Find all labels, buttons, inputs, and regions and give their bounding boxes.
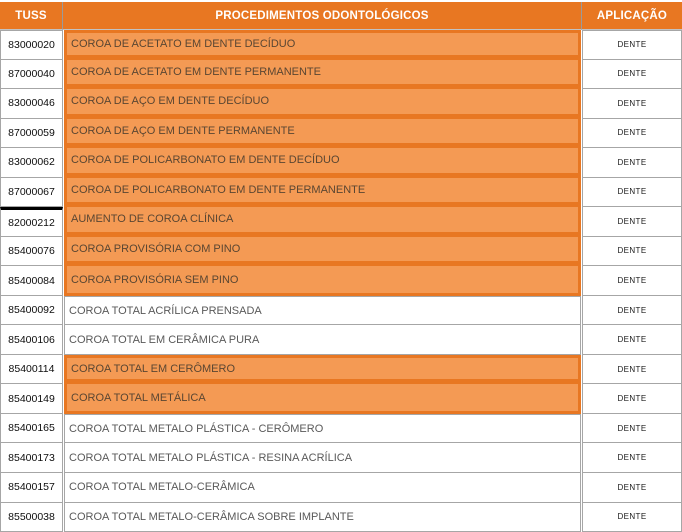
aplicacao-cell: DENTE: [582, 30, 682, 60]
procedure-cell: COROA TOTAL METALO-CERÂMICA SOBRE IMPLAN…: [64, 502, 581, 532]
aplicacao-cell: DENTE: [582, 59, 682, 90]
procedure-cell: AUMENTO DE COROA CLÍNICA: [64, 207, 581, 237]
procedure-cell: COROA TOTAL EM CERÔMERO: [64, 354, 581, 385]
procedure-cell: COROA TOTAL METALO-CERÂMICA: [64, 472, 581, 503]
column-header-tuss: TUSS: [0, 2, 63, 30]
tuss-code-cell: 83000020: [0, 30, 63, 60]
procedure-cell: COROA DE ACETATO EM DENTE DECÍDUO: [64, 30, 581, 60]
aplicacao-cell: DENTE: [582, 236, 682, 267]
tuss-code-cell: 82000212: [0, 207, 63, 237]
table-row: 85400173 COROA TOTAL METALO PLÁSTICA - R…: [0, 443, 682, 473]
procedure-cell: COROA DE AÇO EM DENTE PERMANENTE: [64, 118, 581, 149]
tuss-code-cell: 87000059: [0, 118, 63, 149]
table-row: 87000040 COROA DE ACETATO EM DENTE PERMA…: [0, 59, 682, 90]
procedure-cell: COROA DE POLICARBONATO EM DENTE PERMANEN…: [64, 177, 581, 208]
procedure-cell: COROA TOTAL METÁLICA: [64, 384, 581, 414]
table-row: 85400106 COROA TOTAL EM CERÂMICA PURA DE…: [0, 325, 682, 355]
tuss-code-cell: 85400114: [0, 354, 63, 385]
tuss-code-cell: 85400165: [0, 413, 63, 444]
tuss-code-cell: 87000067: [0, 177, 63, 208]
tuss-code-cell: 87000040: [0, 59, 63, 90]
procedure-cell: COROA TOTAL EM CERÂMICA PURA: [64, 325, 581, 355]
aplicacao-cell: DENTE: [582, 502, 682, 532]
aplicacao-cell: DENTE: [582, 89, 682, 119]
tuss-code-cell: 85400106: [0, 325, 63, 355]
procedure-cell: COROA DE AÇO EM DENTE DECÍDUO: [64, 89, 581, 119]
procedure-cell: COROA TOTAL METALO PLÁSTICA - CERÔMERO: [64, 413, 581, 444]
procedure-cell: COROA TOTAL METALO PLÁSTICA - RESINA ACR…: [64, 443, 581, 473]
tuss-code-cell: 83000046: [0, 89, 63, 119]
table-header-row: TUSS PROCEDIMENTOS ODONTOLÓGICOS APLICAÇ…: [0, 2, 682, 30]
table-row: 87000067 COROA DE POLICARBONATO EM DENTE…: [0, 177, 682, 208]
table-row: 85400165 COROA TOTAL METALO PLÁSTICA - C…: [0, 413, 682, 444]
table-row: 87000059 COROA DE AÇO EM DENTE PERMANENT…: [0, 118, 682, 149]
table-row: 85400149 COROA TOTAL METÁLICA DENTE: [0, 384, 682, 414]
aplicacao-cell: DENTE: [582, 118, 682, 149]
procedure-cell: COROA DE POLICARBONATO EM DENTE DECÍDUO: [64, 148, 581, 178]
procedure-cell: COROA DE ACETATO EM DENTE PERMANENTE: [64, 59, 581, 90]
table-row: 83000046 COROA DE AÇO EM DENTE DECÍDUO D…: [0, 89, 682, 119]
table-row: 85400092 COROA TOTAL ACRÍLICA PRENSADA D…: [0, 295, 682, 326]
tuss-code-cell: 85400149: [0, 384, 63, 414]
procedure-cell: COROA PROVISÓRIA COM PINO: [64, 236, 581, 267]
table-row: 83000062 COROA DE POLICARBONATO EM DENTE…: [0, 148, 682, 178]
procedure-cell: COROA TOTAL ACRÍLICA PRENSADA: [64, 295, 581, 326]
aplicacao-cell: DENTE: [582, 472, 682, 503]
column-header-aplicacao: APLICAÇÃO: [582, 2, 682, 30]
table-row: 83000020 COROA DE ACETATO EM DENTE DECÍD…: [0, 30, 682, 60]
aplicacao-cell: DENTE: [582, 295, 682, 326]
tuss-code-cell: 85400173: [0, 443, 63, 473]
tuss-code-cell: 85400092: [0, 295, 63, 326]
aplicacao-cell: DENTE: [582, 354, 682, 385]
table-row: 85500038 COROA TOTAL METALO-CERÂMICA SOB…: [0, 502, 682, 532]
table-row: 85400084 COROA PROVISÓRIA SEM PINO DENTE: [0, 266, 682, 296]
aplicacao-cell: DENTE: [582, 384, 682, 414]
tuss-code-cell: 83000062: [0, 148, 63, 178]
aplicacao-cell: DENTE: [582, 177, 682, 208]
aplicacao-cell: DENTE: [582, 266, 682, 296]
procedure-cell: COROA PROVISÓRIA SEM PINO: [64, 266, 581, 296]
aplicacao-cell: DENTE: [582, 443, 682, 473]
table-row: 85400114 COROA TOTAL EM CERÔMERO DENTE: [0, 354, 682, 385]
aplicacao-cell: DENTE: [582, 413, 682, 444]
aplicacao-cell: DENTE: [582, 148, 682, 178]
aplicacao-cell: DENTE: [582, 325, 682, 355]
table-row: 82000212 AUMENTO DE COROA CLÍNICA DENTE: [0, 207, 682, 237]
tuss-code-cell: 85400157: [0, 472, 63, 503]
aplicacao-cell: DENTE: [582, 207, 682, 237]
table-body: 83000020 COROA DE ACETATO EM DENTE DECÍD…: [0, 30, 682, 532]
tuss-code-cell: 85400076: [0, 236, 63, 267]
tuss-code-cell: 85500038: [0, 502, 63, 532]
tuss-code-cell: 85400084: [0, 266, 63, 296]
column-header-procedimentos: PROCEDIMENTOS ODONTOLÓGICOS: [63, 2, 582, 30]
table-row: 85400157 COROA TOTAL METALO-CERÂMICA DEN…: [0, 472, 682, 503]
table-row: 85400076 COROA PROVISÓRIA COM PINO DENTE: [0, 236, 682, 267]
